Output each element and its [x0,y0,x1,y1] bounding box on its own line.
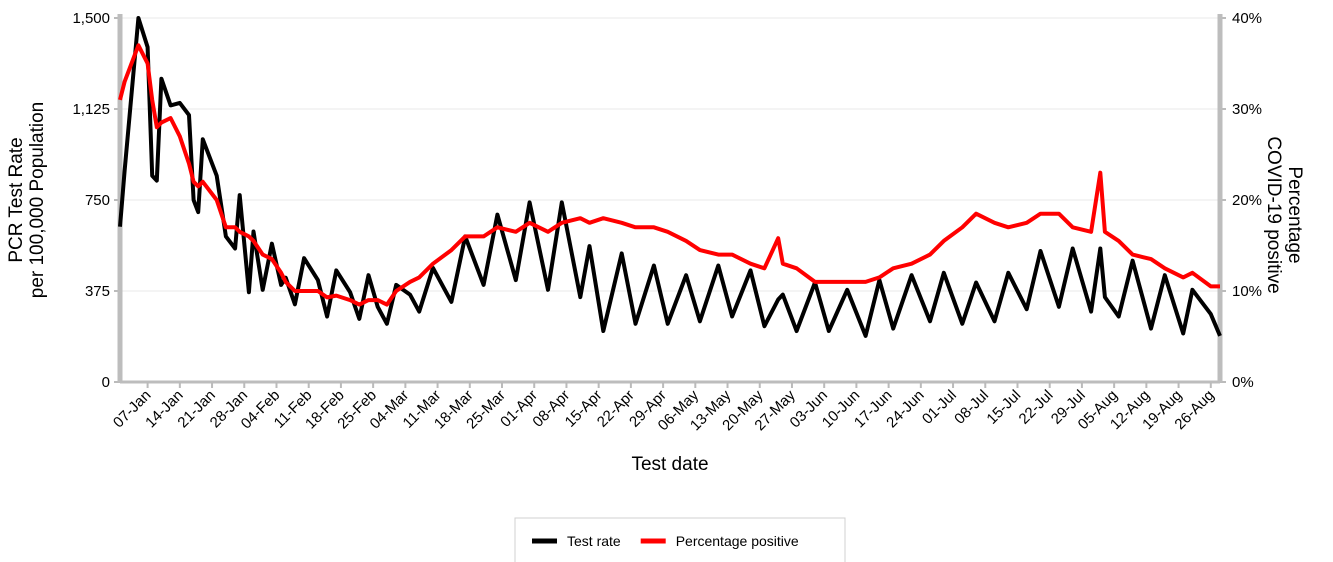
y-axis-title: PCR Test Rate per 100,000 Population [6,102,48,299]
legend-label: Test rate [567,533,621,549]
y2-tick-label: 40% [1232,10,1262,27]
y-tick-label: 0 [102,374,110,391]
y-tick-label: 375 [85,283,110,300]
x-axis-title: Test date [631,454,708,475]
legend: Test rate Percentage positive [514,517,846,562]
y2-tick-label: 30% [1232,101,1262,118]
y2-tick-label: 10% [1232,283,1262,300]
legend-box [514,517,846,562]
y-tick-label: 1,125 [72,101,110,118]
y-axis-title-line: per 100,000 Population [27,102,48,299]
y-axis-title-line: PCR Test Rate [6,137,27,262]
x-tick-label: 22-Jul [1016,387,1057,428]
legend-label: Percentage positive [676,533,799,549]
y-tick-label: 750 [85,192,110,209]
series-line [118,43,1220,307]
x-tick-label: 08-Jul [951,387,992,428]
y2-axis-title-line: Percentage [1284,166,1305,263]
y2-tick-label: 0% [1232,374,1254,391]
y-tick-label: 1,500 [72,10,110,27]
series-line [118,16,1222,338]
y2-axis-title-line: COVID-19 positive [1263,136,1284,293]
x-tick-label: 15-Jul [983,387,1024,428]
y2-tick-label: 20% [1232,192,1262,209]
x-tick-label: 01-Jul [919,387,960,428]
